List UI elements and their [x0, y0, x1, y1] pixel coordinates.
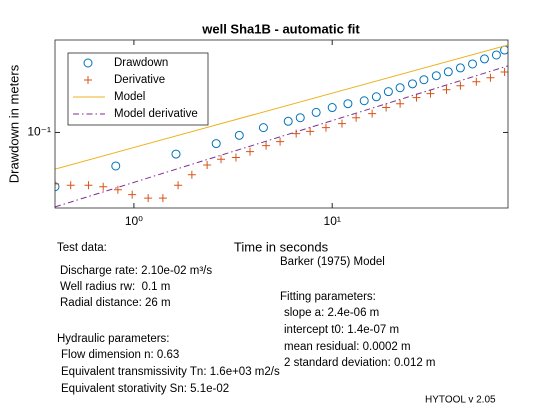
- annotation: Fitting parameters:: [280, 291, 376, 303]
- annotation: 2 standard deviation: 0.012 m: [284, 357, 436, 369]
- annotation: mean residual: 0.0002 m: [284, 341, 411, 353]
- drawdown-point: [491, 50, 501, 60]
- derivative-point: [426, 89, 435, 98]
- y-tick-label: 10⁻¹: [27, 125, 51, 139]
- derivative-point: [158, 194, 167, 203]
- model-line: [55, 44, 508, 170]
- derivative-point: [486, 73, 495, 82]
- annotation: Well radius rw: 0.1 m: [60, 281, 170, 293]
- derivative-point: [276, 137, 285, 146]
- annotation: Radial distance: 26 m: [60, 297, 171, 309]
- drawdown-point: [211, 139, 221, 149]
- derivative-point: [144, 194, 153, 203]
- derivative-point: [113, 185, 122, 194]
- annotation: HYTOOL v 2.05: [425, 395, 496, 406]
- derivative-point: [306, 127, 315, 136]
- drawdown-point: [479, 54, 489, 64]
- x-axis-label: Time in seconds: [234, 239, 329, 254]
- legend-label: Drawdown: [114, 57, 168, 69]
- annotation: Discharge rate: 2.10e-02 m³/s: [60, 265, 212, 277]
- annotation: Test data:: [57, 242, 107, 254]
- derivative-point: [99, 182, 108, 191]
- derivative-point: [442, 85, 451, 94]
- derivative-point: [352, 113, 361, 122]
- derivative-point: [55, 179, 59, 188]
- plot-content: [55, 44, 508, 208]
- derivative-point: [128, 190, 137, 199]
- legend-marker: [83, 58, 93, 68]
- drawdown-point: [443, 67, 453, 77]
- derivative-point: [382, 103, 391, 112]
- drawdown-point: [383, 87, 393, 97]
- derivative-point: [472, 77, 481, 86]
- annotation: Hydraulic parameters:: [57, 333, 169, 345]
- drawdown-point: [359, 96, 369, 106]
- drawdown-point: [455, 63, 465, 73]
- legend-label: Model derivative: [114, 108, 198, 120]
- drawdown-point: [431, 71, 441, 81]
- derivative-point: [84, 181, 93, 190]
- legend-marker: [84, 76, 92, 84]
- annotation: Equivalent transmissivity Tn: 1.6e+03 m2…: [61, 366, 280, 378]
- drawdown-point: [111, 161, 121, 171]
- plot-frame: [54, 39, 509, 209]
- derivative-point: [456, 81, 465, 90]
- annotation: Barker (1975) Model: [280, 256, 385, 268]
- drawdown-point: [295, 113, 305, 123]
- derivative-point: [66, 181, 75, 190]
- drawdown-point: [419, 75, 429, 85]
- derivative-point: [321, 123, 330, 132]
- legend-label: Model: [114, 91, 145, 103]
- drawdown-point: [258, 123, 268, 133]
- annotation: slope a: 2.4e-06 m: [284, 307, 379, 319]
- derivative-point: [174, 181, 183, 190]
- derivative-point: [292, 129, 301, 138]
- derivative-point: [412, 93, 421, 102]
- derivative-point: [396, 99, 405, 108]
- legend-label: Derivative: [114, 74, 165, 86]
- derivative-point: [337, 119, 346, 128]
- derivative-point: [500, 67, 508, 76]
- model-line: [55, 65, 508, 208]
- x-tick-label: 10¹: [324, 214, 341, 228]
- derivative-point: [203, 160, 212, 169]
- drawdown-point: [283, 116, 293, 126]
- drawdown-point: [234, 130, 244, 140]
- derivative-point: [187, 170, 196, 179]
- drawdown-point: [371, 92, 381, 102]
- y-axis-label: Drawdown in meters: [6, 64, 21, 183]
- drawdown-point: [55, 182, 60, 192]
- drawdown-point: [311, 107, 321, 117]
- derivative-point: [231, 153, 240, 162]
- drawdown-point: [171, 149, 181, 159]
- derivative-point: [368, 109, 377, 118]
- drawdown-point: [327, 103, 337, 113]
- derivative-point: [262, 141, 271, 150]
- drawdown-point: [407, 79, 417, 89]
- drawdown-point: [468, 59, 478, 69]
- annotation: Flow dimension n: 0.63: [61, 349, 179, 361]
- x-tick-label: 10⁰: [125, 214, 143, 228]
- derivative-point: [246, 147, 255, 156]
- drawdown-point: [343, 99, 353, 109]
- annotation: Equivalent storativity Sn: 5.1e-02: [61, 383, 229, 395]
- chart-title: well Sha1B - automatic fit: [201, 21, 360, 36]
- derivative-point: [217, 155, 226, 164]
- drawdown-point: [395, 83, 405, 93]
- annotation: intercept t0: 1.4e-07 m: [284, 324, 399, 336]
